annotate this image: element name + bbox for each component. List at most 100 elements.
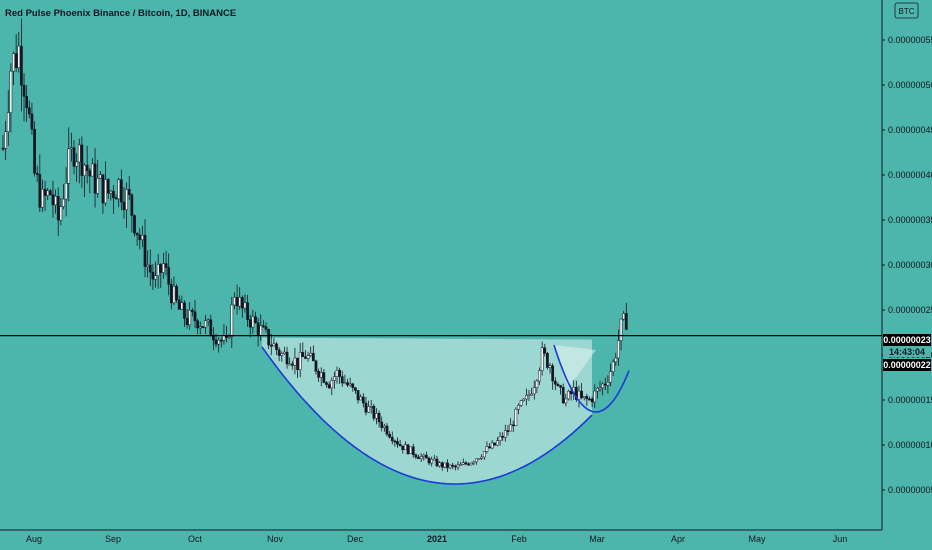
candle-down [501, 435, 505, 438]
candle-up [617, 340, 620, 359]
handle-curve[interactable] [553, 344, 630, 413]
candle-down [101, 174, 105, 204]
candle-up [54, 196, 57, 206]
candle-up [306, 355, 310, 359]
price-tick-label: 0.00000010 [888, 440, 932, 450]
candle-up [461, 462, 465, 465]
candle-up [490, 442, 494, 449]
candle-down [264, 326, 268, 330]
candle-up [532, 387, 536, 395]
candle-up [456, 464, 460, 468]
candle-down [56, 196, 60, 221]
candle-down [488, 446, 491, 449]
candle-down [354, 387, 357, 391]
candle-down [185, 318, 189, 326]
candle-up [96, 178, 100, 194]
candle-down [196, 320, 199, 329]
candle-down [201, 326, 205, 329]
candle-down [506, 430, 510, 432]
candle-down [561, 387, 565, 404]
candle-up [117, 179, 121, 200]
time-tick-label: Apr [671, 534, 685, 544]
candle-up [64, 183, 68, 200]
price-tick-label: 0.00000005 [888, 485, 932, 495]
candle-up [348, 383, 352, 386]
candle-up [469, 462, 473, 466]
countdown-box [883, 346, 931, 357]
candle-down [451, 464, 455, 467]
time-tick-label: Aug [26, 534, 42, 544]
candle-up [206, 319, 210, 322]
time-tick-label: Jun [833, 534, 848, 544]
price-axis-panel[interactable] [882, 0, 932, 530]
candle-up [538, 370, 541, 382]
candle-down [340, 376, 344, 384]
candle-up [498, 435, 502, 441]
candle-down [80, 144, 84, 176]
candle-down [22, 84, 26, 97]
time-tick-label: Feb [511, 534, 527, 544]
candle-up [98, 174, 102, 179]
candle-up [482, 451, 486, 458]
cup-curve[interactable] [261, 346, 593, 485]
candle-up [309, 352, 313, 356]
candle-up [503, 430, 507, 438]
candle-down [393, 440, 397, 443]
candle-up [496, 440, 499, 446]
candle-down [112, 190, 115, 199]
currency-badge[interactable] [894, 2, 919, 19]
candle-up [593, 390, 597, 403]
candle-up [519, 400, 523, 406]
candle-up [383, 425, 386, 428]
candle-up [62, 198, 65, 207]
candle-up [172, 286, 176, 304]
candle-up [162, 263, 165, 273]
candle-up [46, 190, 50, 196]
candle-up [475, 458, 478, 463]
candle-down [122, 201, 126, 211]
candle-down [38, 174, 42, 208]
candle-down [338, 369, 341, 377]
candle-down [85, 164, 89, 171]
candle-down [290, 363, 294, 366]
candle-up [109, 190, 113, 194]
candle-down [327, 384, 331, 389]
candle-up [335, 369, 339, 377]
candle-down [553, 380, 557, 385]
candle-up [41, 188, 44, 208]
candle-down [183, 302, 186, 319]
candle-up [514, 408, 518, 426]
candle-down [164, 263, 168, 268]
candle-up [12, 53, 15, 72]
candle-down [143, 235, 147, 267]
candle-down [169, 284, 173, 304]
candle-down [175, 286, 178, 301]
candle-down [48, 190, 52, 195]
candle-up [83, 164, 86, 176]
candle-down [322, 372, 326, 383]
candle-up [204, 320, 207, 328]
candle-down [304, 356, 307, 359]
candle-down [556, 383, 560, 386]
time-tick-label: Sep [105, 534, 121, 544]
candle-up [77, 144, 81, 163]
candle-down [191, 309, 194, 313]
candle-down [467, 463, 470, 466]
candle-up [59, 206, 63, 221]
candle-down [135, 232, 139, 236]
candle-down [427, 457, 431, 464]
cup-pattern-fill [262, 337, 592, 484]
candle-up [217, 339, 221, 345]
candle-down [624, 313, 628, 330]
candle-down [580, 390, 583, 398]
price-tick-label: 0.00000030 [888, 260, 932, 270]
candle-down [546, 353, 549, 368]
candle-up [609, 371, 612, 383]
last-price-label: 0.00000023 [883, 335, 931, 345]
candle-down [106, 179, 110, 194]
candlestick-series [1, 18, 628, 472]
candle-up [67, 148, 71, 184]
candle-up [596, 387, 599, 392]
line-price-box [883, 359, 931, 371]
